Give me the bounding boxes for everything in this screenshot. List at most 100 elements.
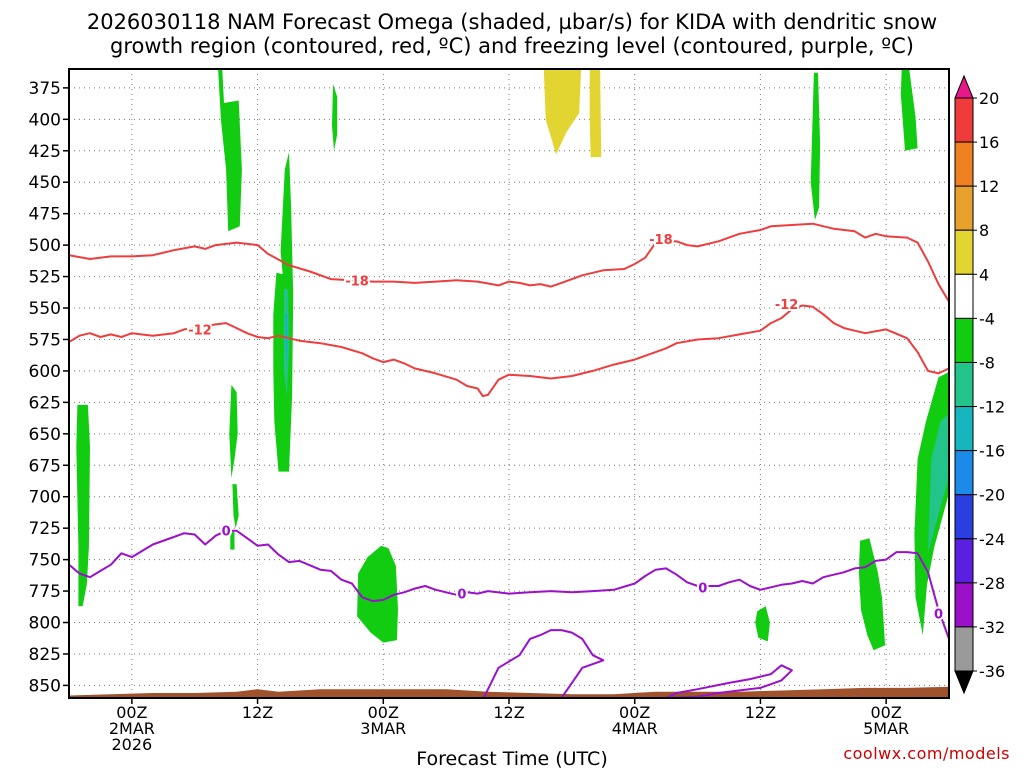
dgz-minus12-line <box>69 304 949 398</box>
colorbar-label: -16 <box>979 442 1005 461</box>
colorbar-bin <box>954 97 974 143</box>
contour-labels: -18 -18 -12 -12 0 0 0 0 <box>186 231 945 625</box>
colorbar-label: -8 <box>979 353 995 372</box>
colorbar-label: 4 <box>979 265 989 284</box>
shade-up-12 <box>900 69 918 151</box>
colorbar-bin <box>954 450 974 496</box>
y-tick-label: 700 <box>29 488 61 508</box>
x-tick-label: 00Z <box>870 703 901 722</box>
colorbar: 20 16 12 8 4 -4 -8 -12 -16 -20 -24 -28 -32 -36 <box>954 74 1005 695</box>
colorbar-bin <box>954 317 974 363</box>
freezing-closed-1-line <box>482 629 605 698</box>
freezing-closed-2-line <box>665 664 793 698</box>
colorbar-bin <box>954 185 974 231</box>
shade-up-04 <box>229 384 238 478</box>
x-tick-label: 00Z <box>116 703 147 722</box>
y-tick-label: 800 <box>29 614 61 634</box>
colorbar-top-triangle <box>954 74 974 99</box>
x-tick-label: 12Z <box>493 703 524 722</box>
y-tick-label: 500 <box>29 236 61 256</box>
colorbar-bin <box>954 626 974 672</box>
colorbar-bin <box>954 538 974 584</box>
x-tick-label: 2MAR <box>109 719 155 738</box>
chart-title-line2: growth region (contoured, red, ºC) and f… <box>110 34 914 58</box>
dgz-minus12-label: -12 <box>775 298 799 313</box>
shade-up-10 <box>357 545 398 643</box>
dgz-minus18-line <box>69 222 949 304</box>
colorbar-label: 8 <box>979 221 989 240</box>
x-tick-label: 12Z <box>242 703 273 722</box>
y-tick-label: 600 <box>29 362 61 382</box>
contour-layer <box>69 222 949 698</box>
grid <box>69 69 949 698</box>
colorbar-label: -20 <box>979 486 1005 505</box>
y-tick-label: 575 <box>29 330 61 350</box>
colorbar-bin <box>954 141 974 187</box>
freezing-level-label: 0 <box>698 581 707 596</box>
colorbar-label: -36 <box>979 662 1005 681</box>
colorbar-bin <box>954 229 974 275</box>
shade-up-05 <box>232 484 239 529</box>
y-tick-label: 375 <box>29 79 61 99</box>
colorbar-label: 12 <box>979 177 999 196</box>
y-tick-label: 400 <box>29 110 61 130</box>
y-tick-label: 775 <box>29 582 61 602</box>
shade-up-16 <box>928 413 949 554</box>
x-tick-label: 5MAR <box>863 719 909 738</box>
x-tick-label: 12Z <box>745 703 776 722</box>
colorbar-label: 16 <box>979 133 999 152</box>
x-tick-label: 4MAR <box>612 719 658 738</box>
y-tick-label: 850 <box>29 676 61 696</box>
shade-up-02 <box>218 69 242 232</box>
credit-link[interactable]: coolwx.com/models <box>843 744 1010 763</box>
freezing-level-label: 0 <box>222 525 231 540</box>
shade-up-11 <box>810 72 821 220</box>
y-tick-label: 625 <box>29 393 61 413</box>
dgz-minus18-label: -18 <box>649 233 673 248</box>
colorbar-label: -12 <box>979 398 1005 417</box>
colorbar-bin <box>954 273 974 319</box>
colorbar-bin <box>954 361 974 408</box>
y-tick-label: 650 <box>29 425 61 445</box>
dgz-minus12-label: -12 <box>188 323 212 338</box>
shade-up-13 <box>755 606 770 642</box>
shade-up-01 <box>76 404 90 607</box>
dgz-minus18-label: -18 <box>345 274 369 289</box>
colorbar-bin <box>954 406 974 452</box>
colorbar-label: -4 <box>979 309 995 328</box>
y-axis: 375 400 425 450 475 500 525 550 575 600 625 650 675 7… <box>29 79 69 696</box>
colorbar-bin <box>954 494 974 540</box>
shade-up-09 <box>284 314 288 365</box>
x-axis-label: Forecast Time (UTC) <box>416 748 608 770</box>
colorbar-bottom-triangle <box>954 670 974 695</box>
shade-up-03 <box>332 84 338 151</box>
freezing-level-label: 0 <box>457 588 466 603</box>
colorbar-bin <box>954 582 974 628</box>
x-tick-label: 2026 <box>111 735 152 754</box>
y-tick-label: 525 <box>29 268 61 288</box>
shade-up-06 <box>230 531 235 550</box>
chart-title-line1: 2026030118 NAM Forecast Omega (shaded, µ… <box>86 10 938 34</box>
colorbar-label: 20 <box>979 89 999 108</box>
colorbar-label: -28 <box>979 574 1005 593</box>
shade-down-01 <box>543 69 582 155</box>
freezing-level-line <box>69 529 949 640</box>
y-tick-label: 425 <box>29 142 61 162</box>
shade-down-02 <box>589 69 602 158</box>
x-tick-label: 3MAR <box>360 719 406 738</box>
y-tick-label: 475 <box>29 205 61 225</box>
terrain-surface <box>69 686 949 698</box>
x-tick-label: 00Z <box>368 703 399 722</box>
y-tick-label: 825 <box>29 645 61 665</box>
y-tick-label: 750 <box>29 551 61 571</box>
colorbar-label: -32 <box>979 618 1005 637</box>
y-tick-label: 725 <box>29 519 61 539</box>
terrain-layer <box>69 686 949 698</box>
y-tick-label: 550 <box>29 299 61 319</box>
y-tick-label: 675 <box>29 456 61 476</box>
colorbar-label: -24 <box>979 530 1005 549</box>
freezing-level-label: 0 <box>934 608 943 623</box>
x-tick-label: 00Z <box>619 703 650 722</box>
y-tick-label: 450 <box>29 173 61 193</box>
